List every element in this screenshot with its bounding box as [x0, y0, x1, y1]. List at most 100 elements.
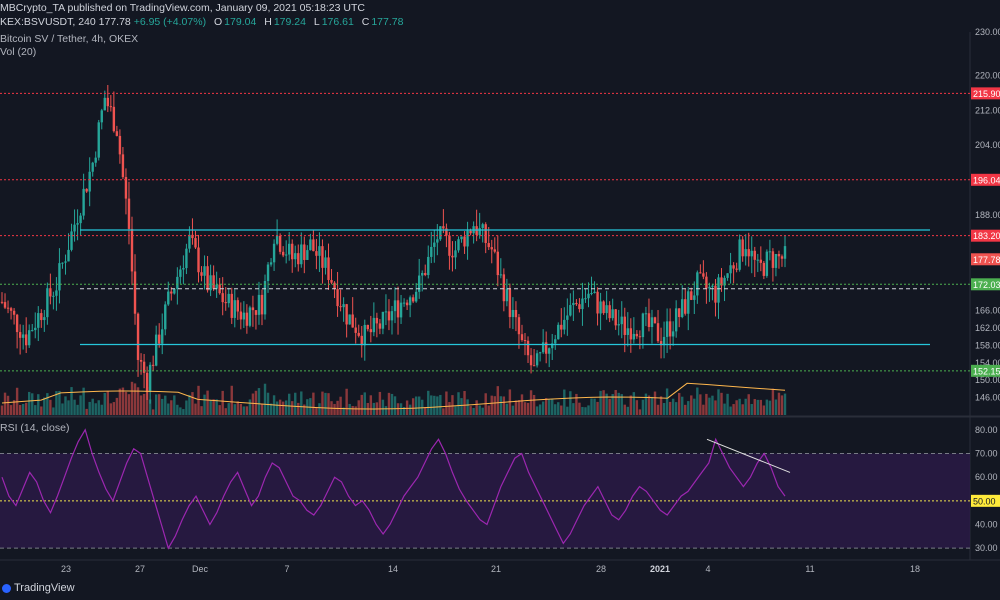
candle-body	[212, 275, 215, 289]
candle-body	[399, 302, 403, 318]
candle-body	[687, 291, 690, 314]
volume-bar	[593, 398, 596, 415]
volume-bar	[584, 407, 587, 415]
candle-body	[52, 295, 55, 297]
candle-body	[18, 332, 22, 338]
price-tick-label: 166.00	[975, 306, 1000, 316]
candle-body	[321, 246, 324, 268]
candle-body	[37, 313, 40, 328]
volume-bar	[505, 403, 509, 415]
candle-body	[91, 162, 94, 172]
price-badge	[971, 229, 1000, 242]
candle-body	[242, 312, 246, 320]
candle-body	[747, 249, 750, 257]
volume-bar	[653, 391, 657, 415]
volume-bar	[771, 388, 775, 415]
main-series-legend[interactable]: Bitcoin SV / Tether, 4h, OKEX	[0, 33, 139, 45]
volume-bar	[496, 386, 499, 415]
volume-bar	[82, 387, 85, 415]
candle-body	[711, 285, 714, 287]
candle-body	[215, 284, 218, 289]
candle-body	[753, 250, 756, 260]
volume-bar	[233, 404, 236, 415]
volume-bar	[502, 396, 506, 415]
candle-body	[348, 314, 351, 325]
candle-body	[182, 268, 185, 270]
volume-legend[interactable]: Vol (20)	[0, 46, 37, 58]
candle-body	[351, 314, 354, 328]
volume-bar	[106, 390, 110, 415]
volume-bar	[103, 392, 106, 415]
price-tick-label: 150.00	[975, 375, 1000, 385]
candle-body	[118, 135, 122, 155]
volume-bar	[121, 387, 125, 415]
rsi-tick-label: 80.00	[975, 425, 998, 435]
volume-bar	[378, 391, 382, 415]
volume-bar	[442, 408, 445, 415]
candle-body	[369, 329, 373, 333]
time-tick-label: 4	[705, 564, 710, 574]
candle-body	[644, 313, 648, 315]
volume-bar	[236, 401, 240, 415]
candle-body	[112, 106, 116, 132]
candle-body	[79, 215, 82, 224]
volume-bar	[780, 395, 784, 415]
volume-bar	[24, 402, 28, 415]
candle-body	[614, 309, 617, 326]
candle-body	[88, 171, 91, 192]
candle-body	[390, 311, 394, 321]
candle-body	[547, 348, 551, 354]
volume-bar	[360, 394, 363, 415]
candle-body	[511, 309, 515, 318]
volume-bar	[439, 394, 442, 415]
open-value: 179.04	[224, 16, 257, 28]
volume-bar	[414, 396, 418, 415]
volume-bar	[747, 394, 750, 415]
candle-body	[24, 334, 28, 346]
volume-bar	[399, 403, 403, 415]
candle-body	[272, 243, 276, 263]
rsi-tick-label: 30.00	[975, 543, 998, 553]
candle-body	[653, 317, 657, 324]
candle-body	[433, 242, 436, 247]
candle-body	[294, 253, 297, 260]
rsi-legend[interactable]: RSI (14, close)	[0, 422, 70, 434]
candle-body	[750, 250, 753, 257]
volume-bar	[327, 393, 330, 415]
volume-bar	[161, 398, 164, 415]
volume-bar	[705, 393, 708, 415]
volume-bar	[436, 396, 439, 415]
volume-bar	[469, 406, 472, 415]
candle-body	[599, 301, 602, 314]
volume-bar	[659, 396, 663, 415]
volume-bar	[535, 406, 539, 415]
candle-body	[248, 307, 252, 326]
candle-body	[535, 353, 539, 366]
volume-bar	[55, 391, 58, 415]
volume-bar	[76, 404, 79, 415]
candle-body	[61, 262, 64, 264]
candle-body	[278, 235, 282, 252]
volume-bar	[297, 402, 300, 415]
candle-body	[632, 333, 636, 340]
volume-bar	[133, 383, 137, 415]
volume-bar	[538, 404, 542, 415]
price-badge	[971, 364, 1000, 377]
volume-bar	[151, 409, 155, 415]
price-tick-label: 188.00	[975, 210, 1000, 220]
volume-bar	[430, 395, 433, 415]
candle-body	[100, 110, 103, 123]
volume-bar	[608, 398, 611, 415]
candle-body	[151, 364, 155, 366]
price-tick-label: 230.00	[975, 27, 1000, 37]
candle-body	[148, 364, 152, 392]
candle-body	[224, 302, 227, 304]
volume-bar	[641, 399, 645, 415]
volume-bar	[759, 399, 763, 415]
candle-body	[3, 302, 7, 308]
time-tick-label: 7	[284, 564, 289, 574]
volume-bar	[230, 385, 233, 415]
volume-bar	[433, 395, 436, 415]
volume-bar	[514, 400, 518, 415]
